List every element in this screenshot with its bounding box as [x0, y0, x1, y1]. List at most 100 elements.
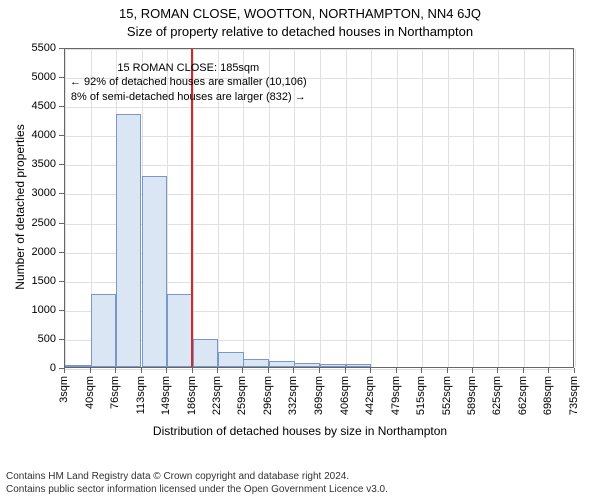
xtick-label: 698sqm	[542, 376, 554, 415]
xtick-mark	[217, 368, 218, 373]
xtick-label: 552sqm	[441, 376, 453, 415]
ytick-label: 500	[0, 333, 56, 345]
histogram-bar	[294, 363, 320, 367]
xtick-mark	[345, 368, 346, 373]
gridline-v	[65, 49, 66, 367]
xtick-mark	[90, 368, 91, 373]
ytick-label: 1500	[0, 275, 56, 287]
xtick-mark	[548, 368, 549, 373]
ytick-mark	[59, 223, 64, 224]
histogram-bar	[65, 365, 91, 367]
xtick-label: 589sqm	[466, 376, 478, 415]
xtick-mark	[370, 368, 371, 373]
ytick-label: 5000	[0, 71, 56, 83]
xtick-label: 223sqm	[211, 376, 223, 415]
xtick-label: 149sqm	[160, 376, 172, 415]
xtick-label: 406sqm	[339, 376, 351, 415]
ytick-mark	[59, 135, 64, 136]
histogram-bar	[142, 176, 168, 367]
chart-title-line2: Size of property relative to detached ho…	[0, 24, 600, 39]
histogram-bar	[243, 359, 269, 367]
y-axis-title: Number of detached properties	[13, 47, 27, 367]
xtick-label: 113sqm	[135, 376, 147, 414]
xtick-mark	[497, 368, 498, 373]
ytick-label: 1000	[0, 304, 56, 316]
xtick-label: 735sqm	[568, 376, 580, 415]
ytick-mark	[59, 193, 64, 194]
ytick-mark	[59, 48, 64, 49]
gridline-v	[524, 49, 525, 367]
gridline-v	[448, 49, 449, 367]
ytick-mark	[59, 310, 64, 311]
ytick-mark	[59, 77, 64, 78]
xtick-mark	[472, 368, 473, 373]
xtick-label: 296sqm	[262, 376, 274, 415]
xtick-mark	[396, 368, 397, 373]
gridline-v	[473, 49, 474, 367]
ytick-mark	[59, 164, 64, 165]
histogram-bar	[116, 114, 142, 367]
histogram-bar	[269, 361, 295, 367]
histogram-bar	[346, 364, 372, 367]
annotation-line: ← 92% of detached houses are smaller (10…	[70, 75, 307, 90]
ytick-label: 2000	[0, 246, 56, 258]
xtick-mark	[115, 368, 116, 373]
ytick-label: 0	[0, 362, 56, 374]
xtick-mark	[268, 368, 269, 373]
gridline-v	[575, 49, 576, 367]
xtick-mark	[574, 368, 575, 373]
gridline-v	[498, 49, 499, 367]
xtick-label: 442sqm	[364, 376, 376, 415]
xtick-label: 369sqm	[313, 376, 325, 415]
xtick-mark	[319, 368, 320, 373]
xtick-mark	[447, 368, 448, 373]
ytick-mark	[59, 339, 64, 340]
xtick-label: 625sqm	[491, 376, 503, 415]
gridline-v	[320, 49, 321, 367]
ytick-label: 4000	[0, 129, 56, 141]
footer-attribution: Contains HM Land Registry data © Crown c…	[6, 470, 388, 496]
ytick-label: 3000	[0, 187, 56, 199]
gridline-v	[397, 49, 398, 367]
footer-line1: Contains HM Land Registry data © Crown c…	[6, 470, 388, 483]
xtick-mark	[192, 368, 193, 373]
xtick-mark	[64, 368, 65, 373]
xtick-mark	[141, 368, 142, 373]
histogram-bar	[320, 364, 346, 367]
gridline-v	[549, 49, 550, 367]
ytick-mark	[59, 252, 64, 253]
ytick-label: 3500	[0, 158, 56, 170]
plot-area: 15 ROMAN CLOSE: 185sqm← 92% of detached …	[64, 48, 574, 368]
chart-title-line1: 15, ROMAN CLOSE, WOOTTON, NORTHAMPTON, N…	[0, 6, 600, 21]
xtick-label: 515sqm	[415, 376, 427, 415]
xtick-label: 76sqm	[109, 376, 121, 409]
xtick-mark	[242, 368, 243, 373]
figure: 15, ROMAN CLOSE, WOOTTON, NORTHAMPTON, N…	[0, 0, 600, 500]
chart-annotation: 15 ROMAN CLOSE: 185sqm← 92% of detached …	[70, 61, 307, 106]
annotation-line: 8% of semi-detached houses are larger (8…	[70, 90, 307, 105]
gridline-v	[346, 49, 347, 367]
xtick-label: 479sqm	[390, 376, 402, 415]
histogram-bar	[218, 352, 244, 367]
ytick-label: 4500	[0, 100, 56, 112]
ytick-label: 2500	[0, 217, 56, 229]
xtick-label: 40sqm	[84, 376, 96, 409]
xtick-mark	[421, 368, 422, 373]
gridline-v	[422, 49, 423, 367]
xtick-mark	[293, 368, 294, 373]
xtick-mark	[166, 368, 167, 373]
xtick-mark	[523, 368, 524, 373]
histogram-bar	[91, 294, 117, 367]
annotation-line: 15 ROMAN CLOSE: 185sqm	[70, 61, 307, 76]
ytick-label: 5500	[0, 42, 56, 54]
xtick-label: 259sqm	[236, 376, 248, 415]
xtick-label: 332sqm	[287, 376, 299, 415]
x-axis-title: Distribution of detached houses by size …	[0, 424, 600, 438]
xtick-label: 186sqm	[186, 376, 198, 415]
xtick-label: 3sqm	[58, 376, 70, 403]
footer-line2: Contains public sector information licen…	[6, 483, 388, 496]
gridline-v	[371, 49, 372, 367]
ytick-mark	[59, 281, 64, 282]
histogram-bar	[193, 339, 219, 367]
xtick-label: 662sqm	[517, 376, 529, 415]
